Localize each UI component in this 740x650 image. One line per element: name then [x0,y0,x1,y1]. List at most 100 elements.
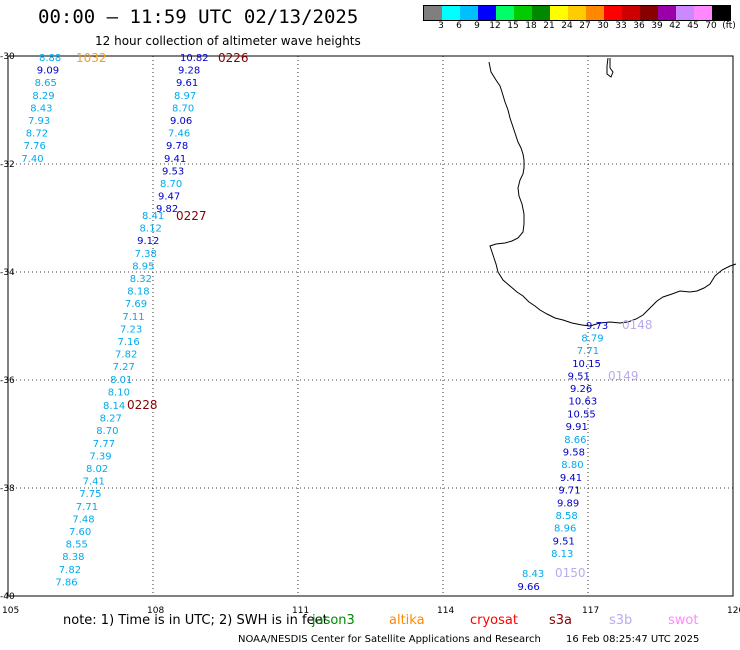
lon-tick-label: 114 [437,606,454,616]
scale-swatch [694,6,712,20]
scale-swatch [478,6,496,20]
wave-height-value: 7.23 [120,324,142,335]
wave-height-value: 8.32 [130,274,152,285]
wave-height-value: 7.39 [89,451,111,462]
wave-height-value: 8.96 [554,524,576,535]
wave-height-value: 8.88 [39,53,61,64]
wave-height-value: 8.41 [142,211,164,222]
wave-height-value: 8.70 [96,426,118,437]
scale-label: 3 [438,21,444,31]
satellite-pass: 0227 8.41 8.129.12 7.388.95 8.32 8.187.69 7.11… [108,209,207,398]
color-scale-bar [423,5,731,21]
wave-height-value: 9.71 [558,486,580,497]
satellite-pass: 0150 8.43 9.66 [518,566,586,593]
scale-label: 70 [705,21,717,31]
lon-tick-label: 105 [2,606,19,616]
wave-height-value: 10.15 [572,359,601,370]
footer-note: note: 1) Time is in UTC; 2) SWH is in fe… [63,613,328,628]
wave-height-value: 9.73 [586,321,608,332]
wave-height-value: 8.66 [564,435,586,446]
satellite-pass: 0148 9.73 8.797.71 10.159.51 [568,318,653,382]
scale-label: 18 [525,21,537,31]
scale-label: 42 [669,21,681,31]
scale-label: 33 [615,21,627,31]
scale-label: 9 [474,21,480,31]
lon-tick-label: 108 [147,606,164,616]
scale-swatch [460,6,478,20]
map-title: 00:00 – 11:59 UTC 02/13/2025 [38,6,359,28]
scale-label: 45 [687,21,699,31]
wave-height-value: 9.82 [156,204,178,215]
scale-label: 24 [561,21,573,31]
wave-height-value: 9.58 [563,448,585,459]
wave-height-value: 8.70 [160,179,182,190]
wave-height-value: 9.41 [164,154,186,165]
scale-swatch [424,6,442,20]
wave-height-value: 9.51 [553,536,575,547]
wave-height-value: 7.46 [168,129,190,140]
wave-height-value: 8.27 [100,414,122,425]
island-outline [606,57,614,78]
mission-legend-item: jason3 [312,613,355,628]
wave-height-value: 9.89 [557,498,579,509]
wave-height-value: 7.77 [93,439,115,450]
scale-label: 30 [597,21,609,31]
lat-tick-label: -30 [0,52,15,62]
wave-height-value: 8.97 [174,91,196,102]
wave-height-value: 10.55 [567,409,596,420]
wave-height-value: 7.11 [122,312,144,323]
mission-legend-item: altika [389,613,425,628]
scale-swatch [514,6,532,20]
wave-height-value: 7.27 [113,362,135,373]
wave-height-value: 8.70 [172,103,194,114]
wave-height-value: 8.55 [66,540,88,551]
scale-swatch [640,6,658,20]
wave-height-value: 8.14 [103,401,125,412]
wave-height-value: 8.43 [522,569,544,580]
scale-swatch [568,6,586,20]
map-frame [7,55,734,597]
wave-height-value: 9.51 [568,371,590,382]
scale-swatch [604,6,622,20]
wave-height-value: 8.95 [132,261,154,272]
scale-swatch [586,6,604,20]
wave-height-value: 7.93 [28,116,50,127]
wave-height-value: 8.13 [551,549,573,560]
wave-height-value: 7.60 [69,527,91,538]
scale-label: 6 [456,21,462,31]
wave-height-value: 7.76 [24,141,46,152]
wave-height-value: 9.78 [166,141,188,152]
wave-height-value: 8.10 [108,387,130,398]
scale-swatch [550,6,568,20]
wave-height-value: 9.28 [178,66,200,77]
altimeter-tracks: 10328.889.098.658.298.437.938.727.767.40… [21,51,652,593]
wave-height-value: 7.16 [118,337,140,348]
scale-swatch [712,6,730,20]
wave-height-value: 8.12 [140,224,162,235]
wave-height-value: 8.38 [62,552,84,563]
mission-legend-item: s3a [549,613,573,628]
wave-height-value: 8.80 [561,460,583,471]
wave-height-value: 7.40 [21,154,43,165]
lat-tick-label: -34 [0,268,15,278]
wave-height-value: 7.71 [577,346,599,357]
wave-height-value: 7.41 [83,477,105,488]
mission-legend-item: s3b [609,613,633,628]
scale-label: 27 [579,21,591,31]
wave-height-value: 8.79 [581,334,603,345]
wave-height-value: 9.12 [137,236,159,247]
lat-tick-label: -32 [0,160,15,170]
wave-height-value: 10.82 [180,53,209,64]
pass-label: 0150 [555,566,586,580]
scale-swatch [532,6,550,20]
wave-height-value: 9.61 [176,78,198,89]
credit-text: NOAA/NESDIS Center for Satellite Applica… [238,634,541,645]
wave-height-value: 7.86 [55,577,77,588]
scale-swatch [658,6,676,20]
satellite-pass: 022610.829.289.618.978.709.067.469.789.4… [156,51,249,215]
scale-label: 36 [633,21,645,31]
pass-label: 0226 [218,51,249,65]
lat-tick-label: -40 [0,592,15,602]
